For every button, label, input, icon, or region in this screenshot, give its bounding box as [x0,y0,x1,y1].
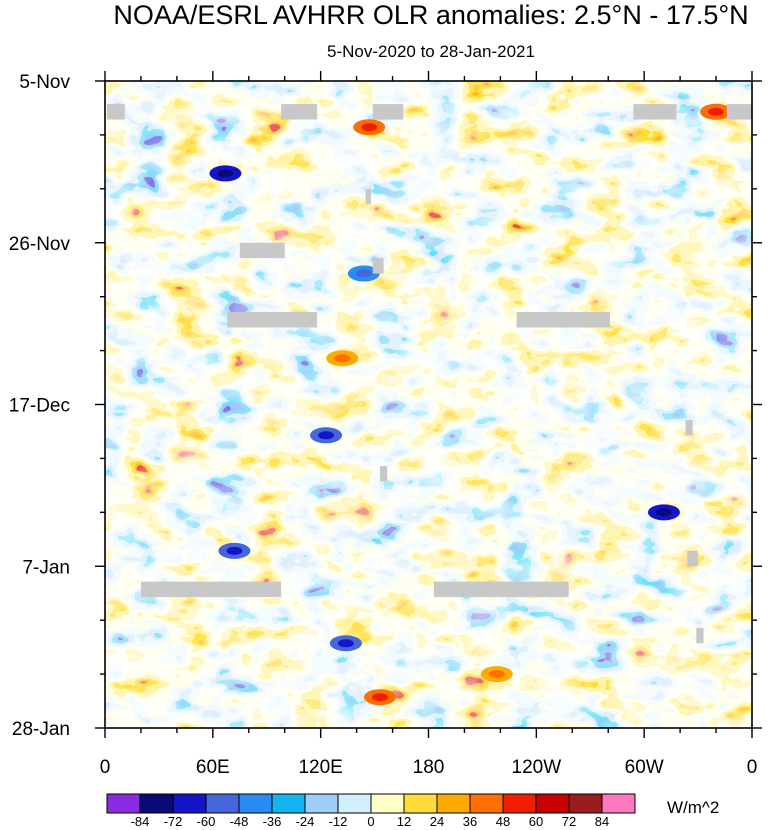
missing-data-segment [281,104,318,120]
y-tick-label: 5-Nov [19,72,70,93]
missing-data-segment [372,258,384,274]
y-tick-label: 7-Jan [22,557,70,578]
anomaly-feature [708,107,725,116]
missing-data-segment [106,104,125,120]
colorbar-swatch [304,793,339,814]
colorbar-swatch [139,793,174,814]
x-tick-label: 120E [298,757,342,778]
anomaly-feature [488,670,505,679]
colorbar-swatch [502,793,537,814]
colorbar-swatch [238,793,273,814]
x-tick-label: 0 [100,757,111,778]
colorbar-swatch [568,793,603,814]
units-label: W/m^2 [667,798,719,817]
colorbar-label: 0 [367,814,374,829]
missing-data-segment [696,627,704,644]
missing-data-segment [140,581,282,598]
missing-data-segment [372,104,404,120]
colorbar-swatch [337,793,372,814]
colorbar-swatch [469,793,504,814]
colorbar-swatch [601,793,636,814]
colorbar-label: -36 [263,814,282,829]
anomaly-feature [655,508,672,517]
colorbar-swatch [403,793,438,814]
colorbar-swatch [271,793,306,814]
colorbar-swatch [436,793,471,814]
anomaly-field [105,81,752,728]
colorbar-swatch [370,793,405,814]
colorbar-swatch [172,793,207,814]
colorbar-swatch [205,793,240,814]
chart-title: NOAA/ESRL AVHRR OLR anomalies: 2.5°N - 1… [113,0,748,30]
colorbar-label: -72 [164,814,183,829]
colorbar-label: -60 [197,814,216,829]
colorbar-label: 24 [430,814,444,829]
x-tick-label: 180 [413,757,445,778]
y-tick-label: 26-Nov [9,234,71,255]
colorbar-label: -24 [296,814,315,829]
x-tick-label: 60E [196,757,230,778]
y-tick-label: 28-Jan [12,719,70,740]
y-tick-label: 17-Dec [9,396,70,417]
missing-data-segment [365,188,371,205]
colorbar-swatch [535,793,570,814]
colorbar-label: -48 [230,814,249,829]
colorbar-label: 72 [562,814,576,829]
missing-data-segment [379,466,388,482]
colorbar-label: -84 [131,814,150,829]
anomaly-feature [361,123,378,132]
missing-data-segment [227,312,318,328]
missing-data-segment [433,581,569,598]
colorbar-label: 36 [463,814,477,829]
missing-data-segment [685,419,693,436]
anomaly-feature [355,269,372,278]
x-tick-label: 60W [625,757,664,778]
colorbar-label: 60 [529,814,543,829]
anomaly-feature [217,169,234,178]
chart-subtitle: 5-Nov-2020 to 28-Jan-2021 [327,42,535,61]
anomaly-feature [371,693,388,702]
colorbar-label: -12 [329,814,348,829]
missing-data-segment [726,104,752,120]
x-tick-label: 120W [512,757,562,778]
anomaly-feature [337,639,354,648]
missing-data-segment [239,242,285,259]
colorbar-label: 48 [496,814,510,829]
anomaly-feature [226,546,243,555]
x-tick-label: 0 [747,757,758,778]
colorbar-label: 84 [595,814,609,829]
anomaly-feature [334,354,351,363]
missing-data-segment [516,312,611,328]
missing-data-segment [633,104,677,120]
colorbar-label: 12 [397,814,411,829]
colorbar-swatch [106,793,141,814]
plot-area [105,81,752,728]
missing-data-segment [687,550,699,567]
anomaly-feature [318,431,335,440]
